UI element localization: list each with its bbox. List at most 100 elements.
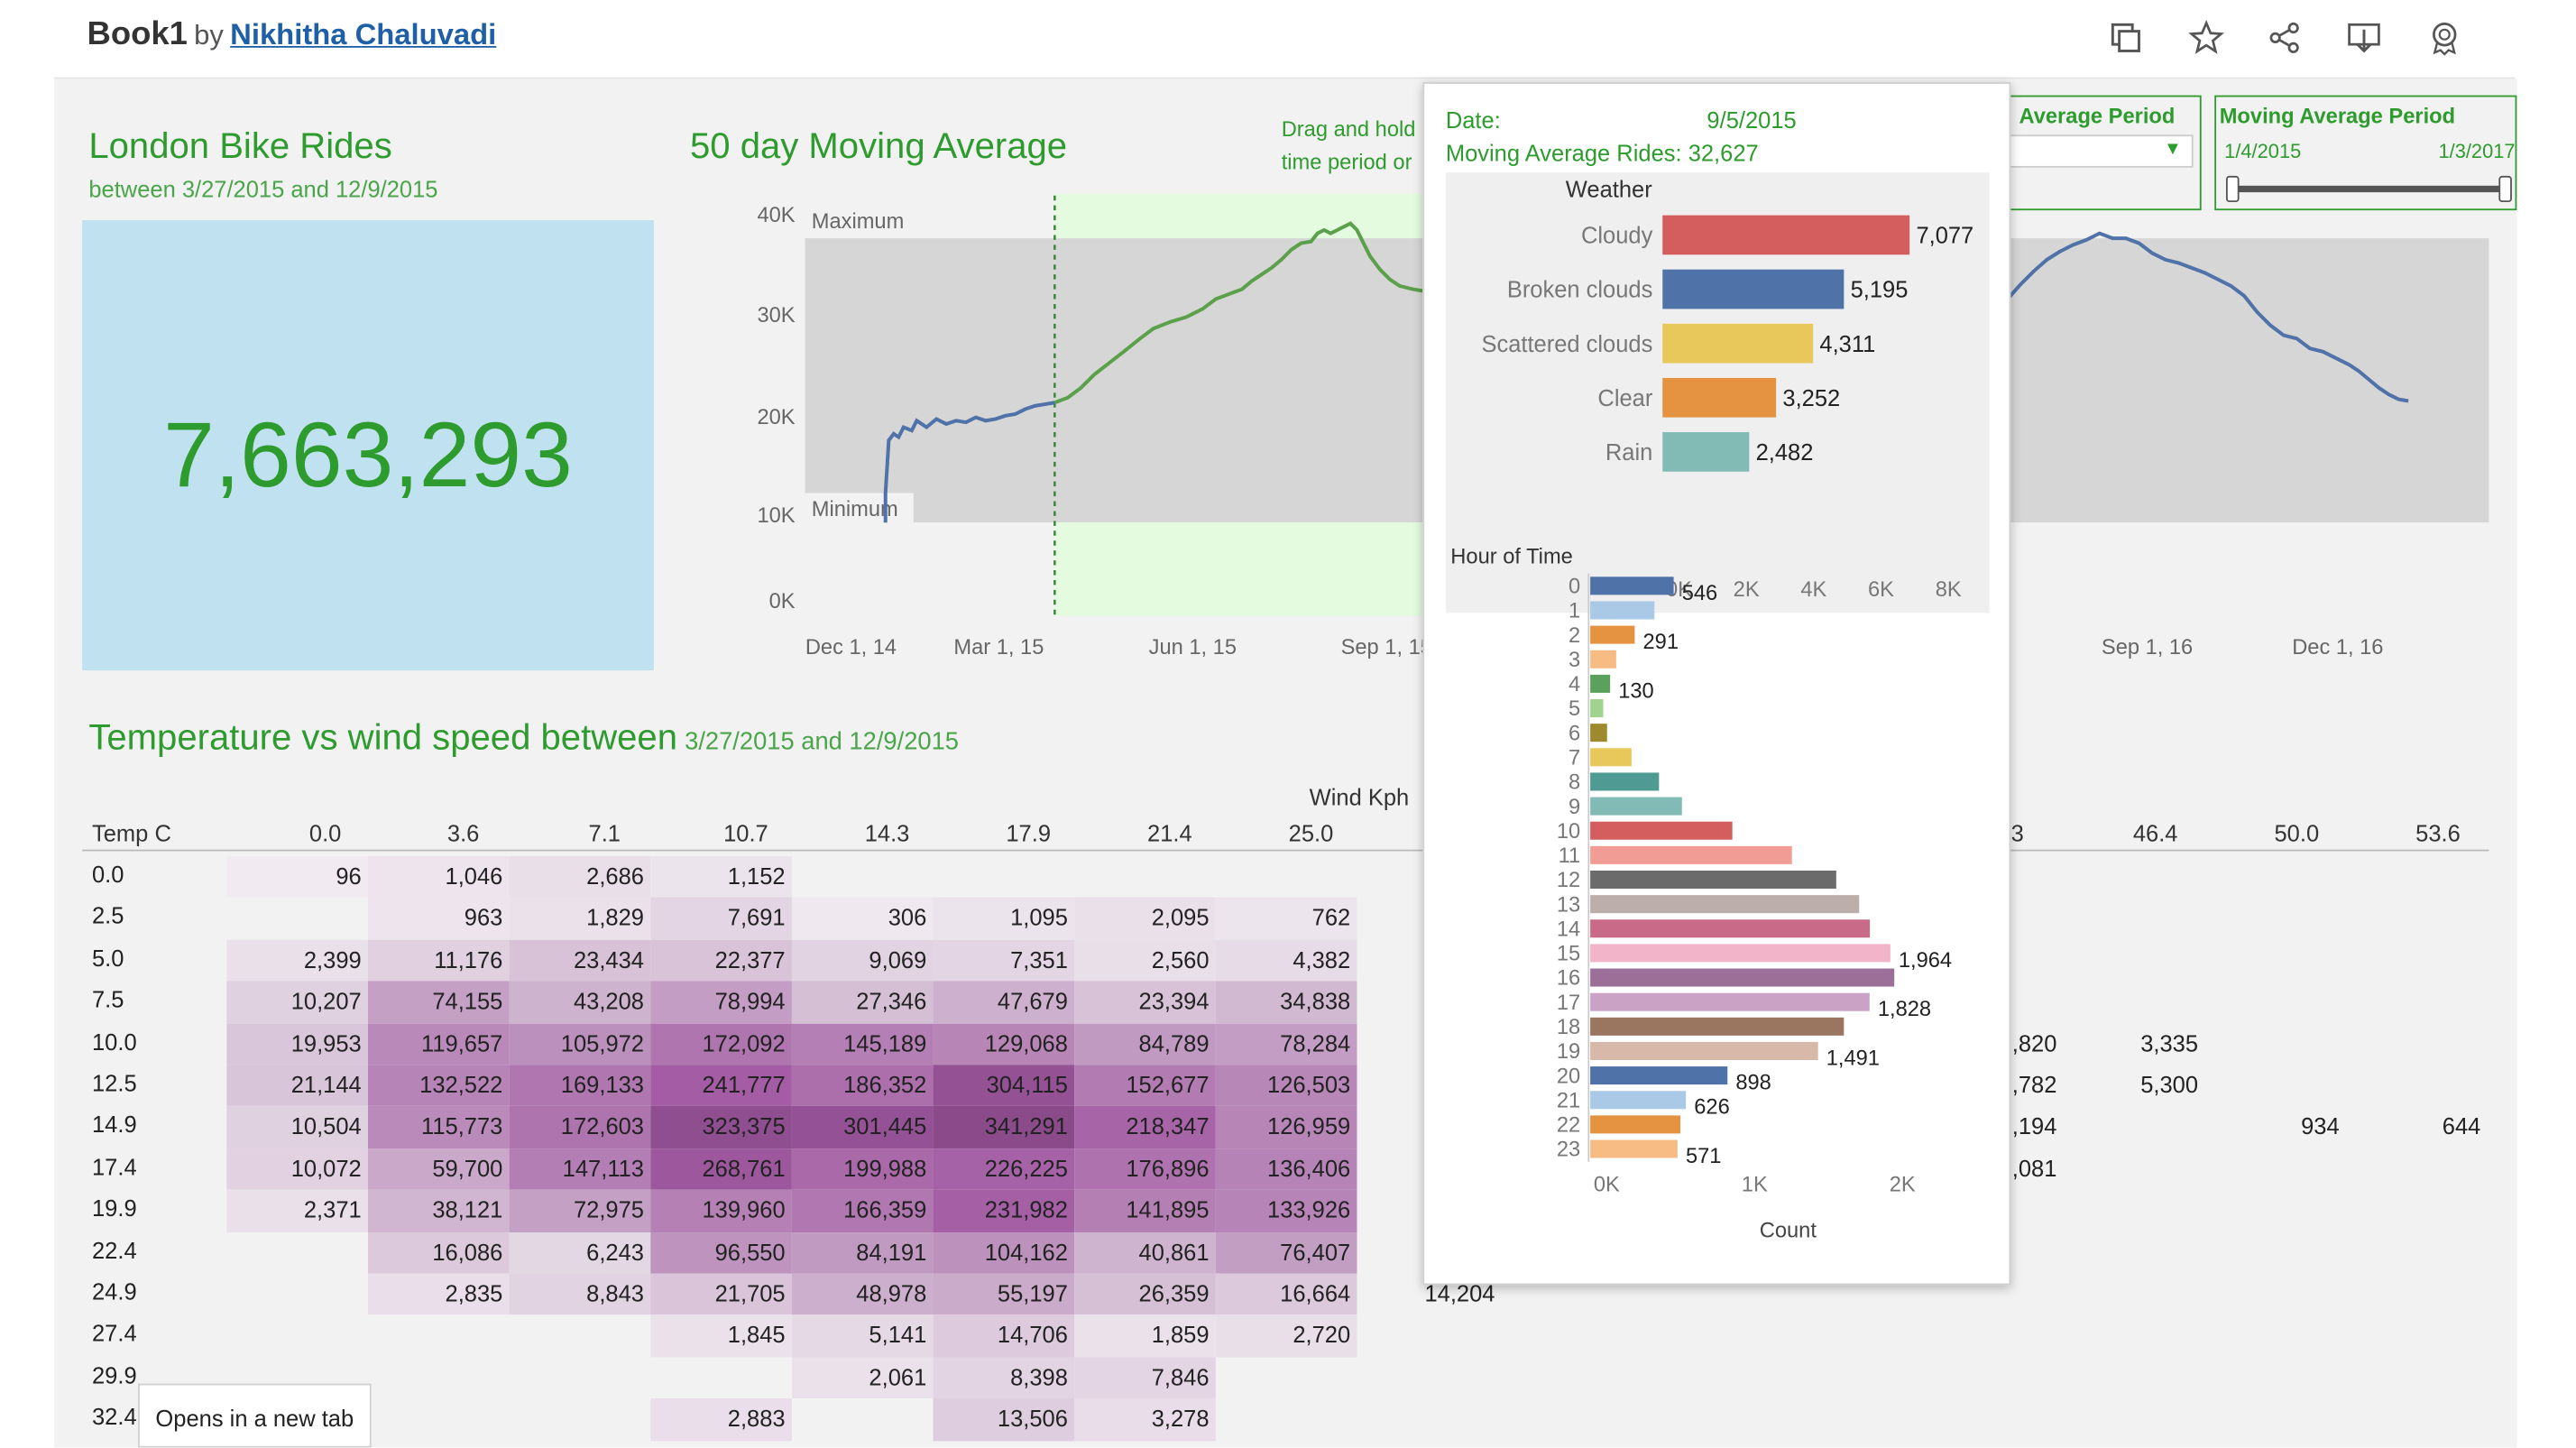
heatmap-cell[interactable]: 21,705 (650, 1273, 792, 1315)
heatmap-cell[interactable]: 136,406 (1215, 1148, 1357, 1191)
heatmap-cell[interactable]: 2,720 (1215, 1314, 1357, 1358)
heatmap-cell[interactable] (2204, 1231, 2346, 1273)
heatmap-cell[interactable] (368, 1357, 510, 1398)
heatmap-cell[interactable]: 38,121 (367, 1190, 510, 1232)
heatmap-cell[interactable] (2204, 898, 2346, 939)
heatmap-cell[interactable]: 172,603 (509, 1106, 651, 1148)
heatmap-cell[interactable] (2064, 1274, 2205, 1315)
heatmap-cell[interactable]: 963 (367, 898, 510, 940)
heatmap-cell[interactable]: 9,069 (791, 939, 934, 982)
heatmap-cell[interactable]: 48,978 (791, 1273, 934, 1315)
heatmap-cell[interactable]: 169,133 (509, 1065, 651, 1107)
heatmap-cell[interactable]: 139,960 (650, 1190, 792, 1232)
heatmap-cell[interactable]: 2,560 (1074, 939, 1216, 982)
heatmap-cell[interactable]: 5,300 (2140, 1071, 2199, 1098)
heatmap-cell[interactable]: 84,789 (1074, 1022, 1216, 1065)
heatmap-cell[interactable]: 16,664 (1215, 1273, 1357, 1315)
heatmap-cell[interactable]: ,782 (2011, 1071, 2057, 1098)
heatmap-cell[interactable] (792, 856, 934, 898)
heatmap-cell[interactable] (510, 1398, 651, 1440)
heatmap-cell[interactable] (1216, 1357, 1357, 1398)
heatmap-cell[interactable]: 218,347 (1074, 1106, 1216, 1148)
heatmap-cell[interactable]: 104,162 (933, 1231, 1075, 1274)
heatmap-cell[interactable]: 11,176 (367, 939, 510, 982)
heatmap-cell[interactable]: 166,359 (791, 1190, 934, 1232)
heatmap-cell[interactable] (2346, 1190, 2488, 1231)
heatmap-cell[interactable] (2204, 1065, 2346, 1106)
heatmap-cell[interactable]: 306 (791, 898, 934, 940)
heatmap-cell[interactable]: 22,377 (650, 939, 792, 982)
heatmap-cell[interactable] (934, 856, 1075, 898)
heatmap-cell[interactable]: ,820 (2011, 1029, 2057, 1056)
heatmap-cell[interactable]: 129,068 (933, 1022, 1075, 1065)
heatmap-cell[interactable]: 3,335 (2140, 1029, 2199, 1056)
heatmap-cell[interactable] (2346, 1065, 2488, 1106)
heatmap-cell[interactable]: 172,092 (650, 1022, 792, 1065)
heatmap-cell[interactable]: 3,278 (1074, 1398, 1216, 1441)
heatmap-cell[interactable]: 1,095 (933, 898, 1075, 940)
heatmap-cell[interactable]: 16,086 (367, 1231, 510, 1274)
heatmap-cell[interactable]: 1,859 (1074, 1314, 1216, 1358)
heatmap-cell[interactable]: 241,777 (650, 1065, 792, 1107)
heatmap-cell[interactable] (2204, 1357, 2346, 1398)
heatmap-cell[interactable]: 115,773 (367, 1106, 510, 1148)
heatmap-cell[interactable] (2204, 856, 2346, 898)
heatmap-cell[interactable]: 762 (1215, 898, 1357, 940)
heatmap-cell[interactable]: 152,677 (1074, 1065, 1216, 1107)
heatmap-cell[interactable]: 4,382 (1215, 939, 1357, 982)
heatmap-cell[interactable]: 1,829 (509, 898, 651, 940)
heatmap-cell[interactable] (2204, 1148, 2346, 1190)
heatmap-cell[interactable]: 132,522 (367, 1065, 510, 1107)
heatmap-cell[interactable]: 6,243 (509, 1231, 651, 1274)
heatmap-cell[interactable]: 1,845 (650, 1314, 792, 1358)
heatmap-cell[interactable]: 10,207 (226, 981, 368, 1023)
heatmap-cell[interactable]: 96 (226, 855, 368, 899)
heatmap-cell[interactable]: 78,284 (1215, 1022, 1357, 1065)
heatmap-cell[interactable]: 268,761 (650, 1148, 792, 1191)
heatmap-cell[interactable] (792, 1398, 934, 1440)
badge-icon[interactable] (2426, 20, 2462, 56)
heatmap-cell[interactable] (2064, 1231, 2205, 1273)
heatmap-cell[interactable]: 19,953 (226, 1022, 368, 1065)
heatmap-cell[interactable] (2346, 1274, 2488, 1315)
heatmap-cell[interactable]: 1,046 (367, 855, 510, 899)
heatmap-cell[interactable]: ,081 (2011, 1155, 2057, 1182)
heatmap-cell[interactable] (226, 898, 368, 939)
heatmap-cell[interactable]: 141,895 (1074, 1190, 1216, 1232)
heatmap-cell[interactable] (2064, 1315, 2205, 1357)
heatmap-cell[interactable]: 59,700 (367, 1148, 510, 1191)
heatmap-cell[interactable]: 5,141 (791, 1314, 934, 1358)
range-slider-end-handle[interactable] (2498, 175, 2512, 203)
heatmap-cell[interactable] (2204, 982, 2346, 1023)
heatmap-cell[interactable]: 301,445 (791, 1106, 934, 1148)
temperature-wind-heatmap[interactable]: Temp C0.03.67.110.714.317.921.425.028346… (82, 815, 2489, 1447)
download-icon[interactable] (2346, 20, 2382, 56)
heatmap-cell[interactable] (2204, 1315, 2346, 1357)
heatmap-cell[interactable] (2064, 982, 2205, 1023)
heatmap-cell[interactable] (2064, 1107, 2205, 1148)
heatmap-cell[interactable] (2064, 939, 2205, 981)
heatmap-cell[interactable] (2064, 1357, 2205, 1398)
range-slider-start-handle[interactable] (2225, 175, 2240, 203)
heatmap-cell[interactable] (1922, 1315, 2064, 1357)
share-icon[interactable] (2268, 20, 2304, 56)
heatmap-cell[interactable]: ,194 (2011, 1112, 2057, 1139)
heatmap-cell[interactable]: 27,346 (791, 981, 934, 1023)
heatmap-cell[interactable]: 644 (2442, 1112, 2481, 1139)
heatmap-cell[interactable]: 2,371 (226, 1190, 368, 1232)
heatmap-cell[interactable]: 96,550 (650, 1231, 792, 1274)
heatmap-cell[interactable]: 126,503 (1215, 1065, 1357, 1107)
moving-average-period-filter[interactable]: Moving Average Period 1/4/2015 1/3/2017 (2214, 95, 2517, 211)
heatmap-cell[interactable]: 2,399 (226, 939, 368, 982)
heatmap-cell[interactable] (2346, 1315, 2488, 1357)
heatmap-cell[interactable]: 145,189 (791, 1022, 934, 1065)
heatmap-cell[interactable] (1922, 1357, 2064, 1398)
heatmap-cell[interactable] (2064, 898, 2205, 939)
heatmap-cell[interactable]: 8,843 (509, 1273, 651, 1315)
heatmap-cell[interactable]: 76,407 (1215, 1231, 1357, 1274)
star-icon[interactable] (2188, 19, 2225, 56)
heatmap-cell[interactable]: 1,152 (650, 855, 792, 899)
heatmap-cell[interactable] (2204, 1398, 2346, 1440)
heatmap-cell[interactable]: 119,657 (367, 1022, 510, 1065)
author-link[interactable]: Nikhitha Chaluvadi (230, 18, 497, 51)
